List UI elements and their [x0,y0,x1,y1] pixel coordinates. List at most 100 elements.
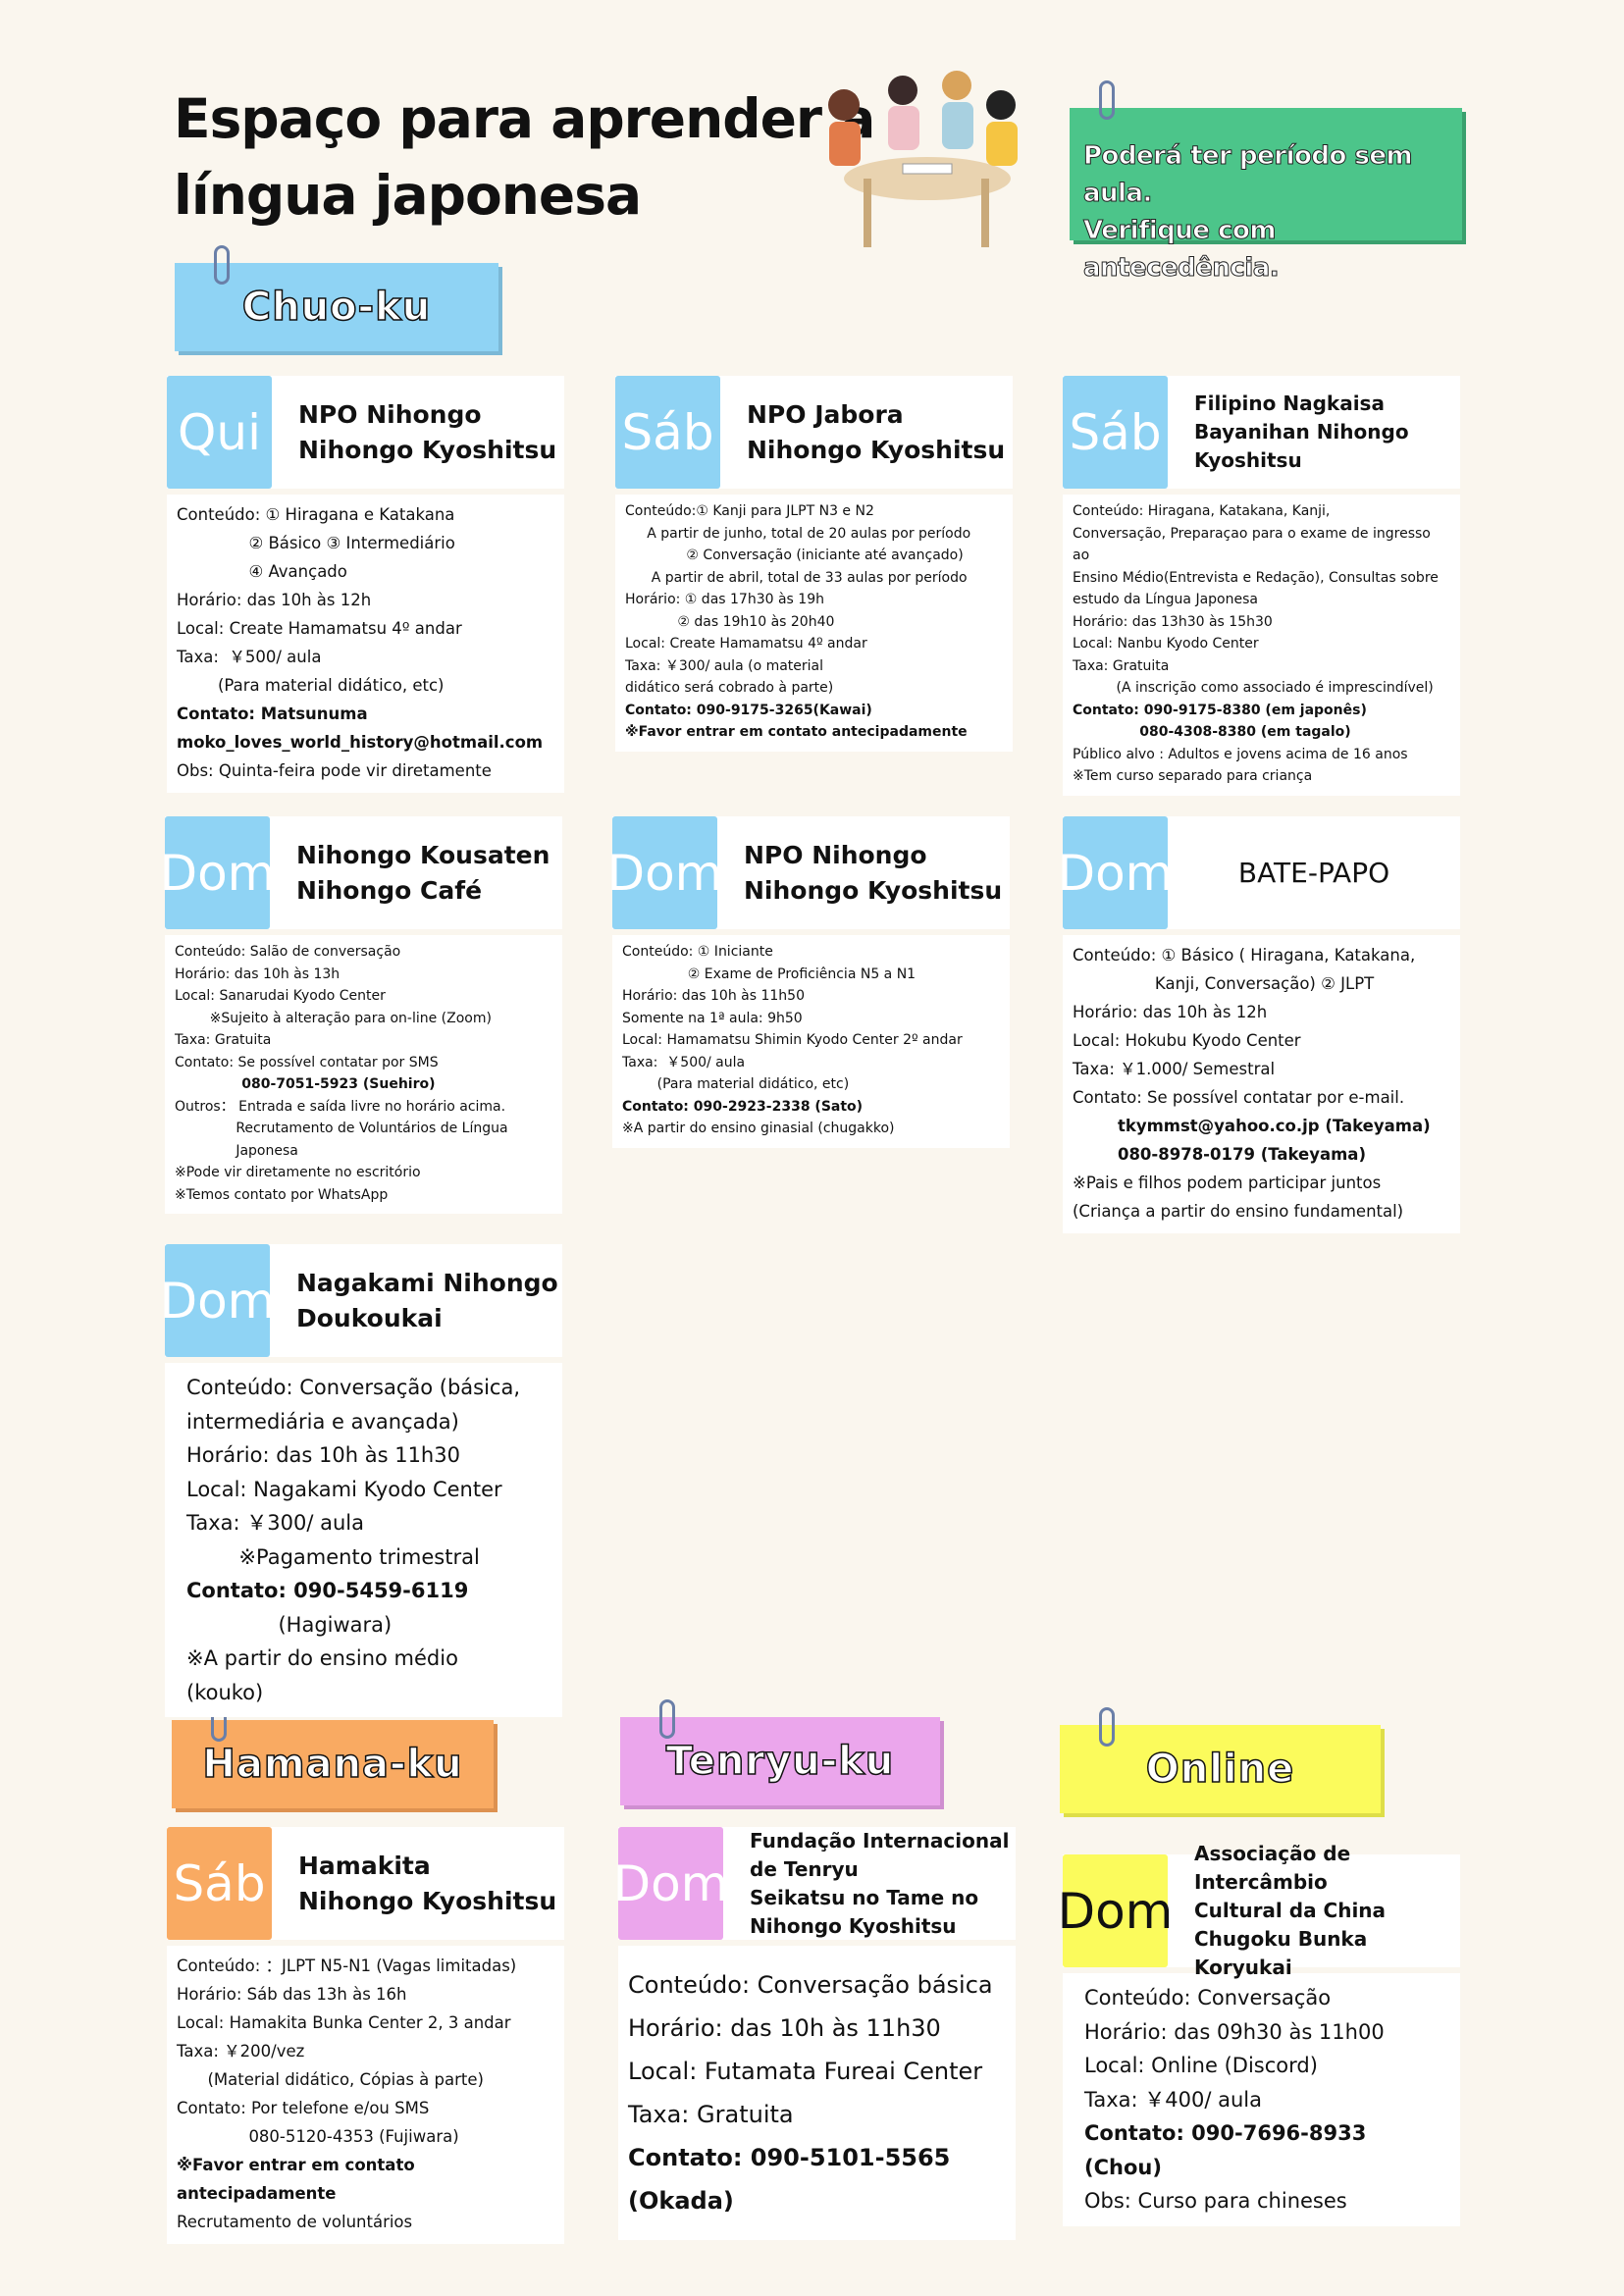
detail-line: Conteúdo: ① Iniciante [622,944,773,960]
detail-line: Local: Nanbu Kyodo Center [1073,636,1259,652]
notice-banner: Poderá ter período sem aula. Verifique co… [1070,80,1462,284]
detail-line: (Para material didático, etc) [622,1076,850,1092]
card-header: Qui NPO Nihongo Nihongo Kyoshitsu [167,376,564,489]
card-details: Conteúdo: ① Hiragana e Katakana ② Básico… [167,495,564,793]
day-badge: Dom [1058,816,1173,929]
detail-line: ※A partir do ensino médio (kouko) [186,1646,465,1704]
detail-line: ④ Avançado [177,562,347,581]
school-name: BATE-PAPO [1168,816,1460,929]
school-name: Associação de Intercâmbio Cultural da Chi… [1168,1842,1460,1979]
day-badge: Sáb [167,1827,272,1940]
detail-line: Taxa: ￥200/vez [177,2042,305,2061]
people-studying-illustration [828,71,1018,247]
detail-line: Obs: Quinta-feira pode vir diretamente [177,761,492,780]
detail-line: ② Exame de Proficiência N5 a N1 [622,965,917,982]
day-badge: Sáb [615,376,720,489]
detail-line: Contato: Matsunuma [177,704,368,723]
detail-line: Contato: 090-2923-2338 (Sato) [622,1098,864,1115]
school-name-line: Kyoshitsu [1194,448,1302,472]
school-name-line: de Tenryu [750,1856,859,1881]
card-header: Sáb NPO Jabora Nihongo Kyoshitsu [615,376,1013,489]
school-card: Sáb Hamakita Nihongo Kyoshitsu Conteúdo: ：J… [167,1827,564,2244]
detail-line: Conversação, Preparaçao para o exame de … [1073,525,1436,564]
card-header: Dom NPO Nihongo Nihongo Kyoshitsu [607,816,1010,929]
detail-line: Taxa: ￥500/ aula [177,648,322,666]
school-name-line: Bayanihan Nihongo [1194,420,1409,444]
detail-line: Taxa: ￥500/ aula [622,1054,746,1070]
school-card: Dom Associação de Intercâmbio Cultural da … [1058,1842,1460,2226]
day-badge: Dom [1058,1854,1173,1967]
detail-line: Local: Online (Discord) [1084,2054,1318,2077]
school-name: Nihongo Kousaten Nihongo Café [270,816,562,929]
school-name-line: Associação de Intercâmbio [1194,1842,1351,1894]
school-name-line: Nihongo Kyoshitsu [298,435,557,464]
detail-line: Conteúdo: ① Hiragana e Katakana [177,505,455,524]
detail-line: Recrutamento de voluntários [177,2213,413,2231]
detail-line: Local: Hamamatsu Shimin Kyodo Center 2º … [622,1032,963,1048]
detail-line: Contato: 090-7696-8933 (Chou) [1084,2121,1374,2179]
detail-line: Horário: Sáb das 13h às 16h [177,1985,407,2004]
card-details: Conteúdo: ① Iniciante ② Exame de Profici… [612,935,1010,1148]
day-badge: Qui [167,376,272,489]
school-name-line: Fundação Internacional [750,1828,1010,1852]
detail-line: Contato: 090-5459-6119 [186,1579,469,1602]
detail-line: Horário: das 10h às 11h30 [628,2014,941,2042]
detail-line: Taxa: ￥1.000/ Semestral [1073,1060,1276,1078]
detail-line: A partir de abril, total de 33 aulas por… [625,569,968,586]
school-name-line: Nagakami Nihongo [296,1268,558,1297]
day-badge: Dom [160,1244,275,1357]
detail-line: Conteúdo: ：JLPT N5-N1 (Vagas limitadas) [177,1957,517,1975]
detail-line: estudo da Língua Japonesa [1073,592,1258,607]
detail-line: Local: Nagakami Kyodo Center [186,1477,502,1501]
detail-line: Contato: 090-9175-3265(Kawai) [625,702,872,718]
card-details: Conteúdo: ：JLPT N5-N1 (Vagas limitadas) H… [167,1946,564,2244]
detail-line: ※Favor entrar em contato antecipadamente [177,2156,421,2203]
detail-line: Somente na 1ª aula: 9h50 [622,1010,803,1026]
school-name-line: Filipino Nagkaisa [1194,391,1385,415]
detail-line: ※Pode vir diretamente no escritório [175,1165,421,1180]
section-label: Online [1145,1746,1295,1793]
detail-line: Horário: ① das 17h30 às 19h [625,592,824,607]
school-name: NPO Jabora Nihongo Kyoshitsu [720,376,1013,489]
contact-email[interactable]: tkymmst@yahoo.co.jp (Takeyama) [1073,1117,1431,1135]
school-name-line: BATE-PAPO [1237,856,1390,889]
school-name: Filipino Nagkaisa Bayanihan Nihongo Kyoshi… [1168,376,1460,489]
school-name-line: Nihongo Kyoshitsu [747,435,1006,464]
school-name: Fundação Internacional de Tenryu Seikatsu … [723,1827,1016,1940]
detail-line: Conteúdo: Hiragana, Katakana, Kanji, [1073,503,1331,519]
detail-line: Horário: das 10h às 11h50 [622,988,805,1004]
paperclip-icon [214,245,230,285]
detail-line: Ensino Médio(Entrevista e Redação), Cons… [1073,569,1439,586]
contact-email[interactable]: moko_loves_world_history@hotmail.com [177,733,544,752]
card-header: Dom Associação de Intercâmbio Cultural da … [1058,1842,1460,1979]
paperclip-icon [1099,1707,1115,1747]
day-badge: Dom [160,816,275,929]
detail-line: Taxa: Gratuita [175,1032,272,1048]
detail-line: ② Conversação (iniciante até avançado) [625,548,964,563]
title-line: língua japonesa [174,164,642,227]
detail-line: Local: Hokubu Kyodo Center [1073,1031,1301,1050]
day-badge: Dom [607,816,722,929]
school-card: Sáb Filipino Nagkaisa Bayanihan Nihongo Kyo… [1063,376,1460,796]
section-chuo-ku: Chuo-ku [175,245,498,351]
paperclip-icon [659,1699,675,1739]
detail-line: Kanji, Conversação) ② JLPT [1073,974,1375,993]
detail-line: Local: Create Hamamatsu 4º andar [177,619,462,638]
detail-line: Contato: 090-5101-5565 (Okada) [628,2144,959,2215]
school-name-line: NPO Nihongo [298,399,482,429]
detail-line: Contato: 090-9175-8380 (em japonês) [1073,702,1367,718]
card-header: Sáb Hamakita Nihongo Kyoshitsu [167,1827,564,1940]
card-header: Sáb Filipino Nagkaisa Bayanihan Nihongo Kyo… [1063,376,1460,489]
detail-line: Conteúdo: Salão de conversação [175,944,401,960]
detail-line: Local: Create Hamamatsu 4º andar [625,636,867,652]
card-header: Dom BATE-PAPO [1058,816,1460,929]
school-name-line: Hamakita [298,1851,431,1880]
detail-line: Conteúdo: Conversação (básica, [186,1376,521,1399]
section-label: Chuo-ku [241,284,432,331]
detail-line: 080-4308-8380 (em tagalo) [1073,724,1351,740]
detail-line: Conteúdo: Conversação básica [628,1971,993,1999]
school-name: Nagakami Nihongo Doukoukai [270,1244,562,1357]
detail-line: Horário: das 10h às 13h [175,965,341,982]
card-details: Conteúdo: Conversação (básica, intermediá… [165,1363,562,1717]
school-name-line: Chugoku Bunka Koryukai [1194,1927,1368,1979]
